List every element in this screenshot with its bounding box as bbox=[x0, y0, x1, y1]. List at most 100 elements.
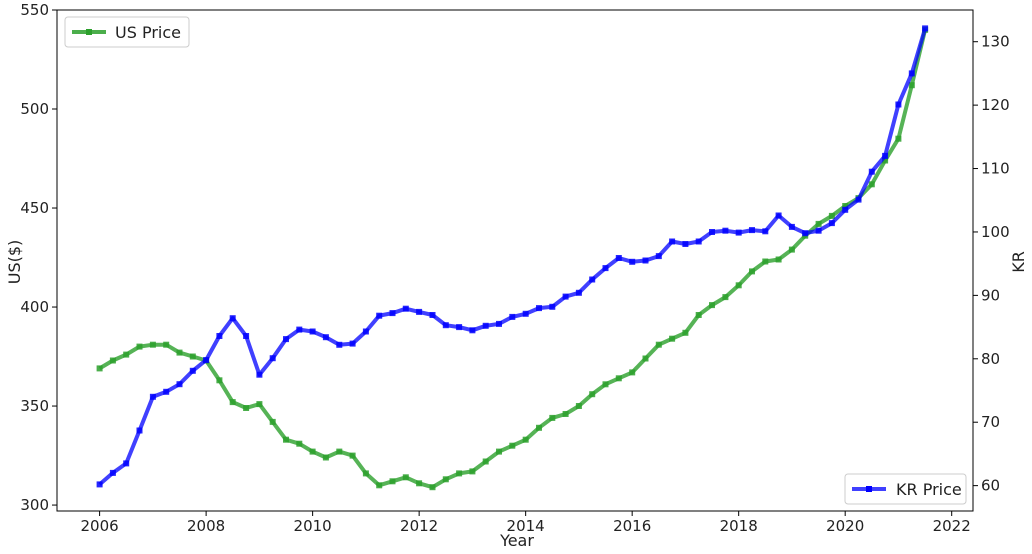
data-point-kr-price bbox=[229, 315, 236, 322]
data-point-us-price bbox=[655, 341, 662, 348]
data-point-kr-price bbox=[256, 371, 263, 378]
data-point-us-price bbox=[429, 484, 436, 491]
series-line-us-price bbox=[98, 29, 928, 490]
right-axis-title: KR bbox=[1009, 251, 1028, 273]
data-point-us-price bbox=[376, 482, 383, 489]
data-point-us-price bbox=[109, 357, 116, 364]
data-point-us-price bbox=[389, 478, 396, 485]
right-tick-label: 130 bbox=[981, 33, 1010, 51]
data-point-kr-price bbox=[163, 388, 170, 395]
data-point-kr-price bbox=[509, 313, 516, 320]
data-point-us-price bbox=[96, 365, 103, 372]
data-point-kr-price bbox=[442, 322, 449, 329]
data-point-us-price bbox=[868, 181, 875, 188]
right-tick-label: 100 bbox=[981, 223, 1010, 241]
data-point-kr-price bbox=[456, 324, 463, 331]
data-point-kr-price bbox=[109, 469, 116, 476]
data-point-us-price bbox=[602, 381, 609, 388]
data-point-kr-price bbox=[269, 355, 276, 362]
data-point-kr-price bbox=[908, 70, 915, 77]
data-point-us-price bbox=[522, 436, 529, 443]
data-point-kr-price bbox=[802, 230, 809, 237]
right-axis: 60 70 80 90 100 110 120 130 bbox=[973, 33, 1010, 495]
x-tick-label: 2006 bbox=[81, 517, 119, 535]
data-point-us-price bbox=[629, 369, 636, 376]
data-point-kr-price bbox=[735, 229, 742, 236]
data-point-us-price bbox=[296, 440, 303, 447]
x-tick-label: 2014 bbox=[507, 517, 545, 535]
data-point-us-price bbox=[749, 268, 755, 275]
data-point-us-price bbox=[136, 343, 143, 350]
data-point-kr-price bbox=[309, 328, 316, 335]
right-tick-label: 110 bbox=[981, 160, 1010, 178]
x-axis-title: Year bbox=[499, 531, 534, 550]
data-point-us-price bbox=[815, 220, 822, 227]
data-point-kr-price bbox=[496, 320, 502, 327]
data-point-us-price bbox=[216, 377, 223, 384]
legend-kr-box bbox=[844, 473, 967, 505]
plot-frame bbox=[56, 9, 974, 512]
data-point-kr-price bbox=[96, 481, 103, 488]
data-point-us-price bbox=[149, 341, 156, 348]
data-point-us-price bbox=[176, 349, 183, 356]
data-point-us-price bbox=[269, 418, 276, 425]
data-point-us-price bbox=[243, 405, 250, 411]
legend-us-box bbox=[64, 16, 190, 48]
x-tick-label: 2012 bbox=[400, 517, 438, 535]
legend-kr-label: KR Price bbox=[896, 480, 962, 499]
data-point-us-price bbox=[349, 452, 356, 459]
x-tick-label: 2016 bbox=[613, 517, 651, 535]
left-tick-label: 550 bbox=[20, 1, 49, 19]
left-tick-label: 350 bbox=[20, 397, 49, 415]
left-tick-label: 500 bbox=[20, 100, 49, 118]
data-point-us-price bbox=[908, 82, 915, 89]
data-point-kr-price bbox=[469, 327, 476, 334]
data-point-kr-price bbox=[149, 393, 156, 400]
data-point-us-price bbox=[322, 454, 329, 461]
data-point-kr-price bbox=[402, 305, 409, 312]
data-point-kr-price bbox=[922, 25, 929, 32]
data-point-kr-price bbox=[775, 212, 782, 219]
data-point-kr-price bbox=[575, 289, 582, 296]
data-point-kr-price bbox=[349, 340, 356, 347]
data-point-us-price bbox=[549, 414, 556, 421]
data-point-kr-price bbox=[815, 227, 822, 234]
data-point-kr-price bbox=[123, 460, 130, 467]
data-point-kr-price bbox=[189, 367, 196, 374]
data-point-us-price bbox=[695, 312, 702, 318]
data-point-kr-price bbox=[642, 257, 649, 264]
data-point-kr-price bbox=[136, 427, 143, 434]
data-point-us-price bbox=[229, 399, 236, 406]
right-tick-label: 90 bbox=[981, 286, 1000, 304]
data-point-kr-price bbox=[695, 238, 702, 245]
x-tick-label: 2022 bbox=[933, 517, 971, 535]
data-point-kr-price bbox=[549, 303, 556, 310]
data-point-us-price bbox=[735, 282, 742, 289]
legend-us: US Price bbox=[64, 16, 190, 48]
series-us-price bbox=[96, 26, 929, 491]
data-point-us-price bbox=[123, 351, 130, 358]
data-point-us-price bbox=[828, 212, 835, 219]
left-tick-label: 450 bbox=[20, 199, 49, 217]
legend-us-marker bbox=[86, 29, 92, 35]
data-point-kr-price bbox=[376, 312, 383, 319]
data-point-kr-price bbox=[762, 228, 769, 235]
x-axis: 2006 2008 2010 2012 2014 2016 2018 2020 2022 bbox=[81, 511, 971, 535]
data-point-us-price bbox=[536, 424, 542, 431]
data-point-kr-price bbox=[722, 227, 729, 234]
data-point-kr-price bbox=[416, 308, 423, 315]
data-point-us-price bbox=[469, 468, 476, 475]
series-line-kr-price bbox=[98, 27, 928, 486]
data-point-us-price bbox=[416, 480, 423, 487]
data-point-kr-price bbox=[429, 312, 436, 318]
data-point-us-price bbox=[762, 258, 769, 265]
data-point-us-price bbox=[882, 157, 889, 164]
data-point-kr-price bbox=[336, 341, 343, 348]
series-layer bbox=[96, 25, 929, 491]
data-point-kr-price bbox=[589, 276, 596, 283]
data-point-kr-price bbox=[522, 310, 529, 317]
data-point-us-price bbox=[402, 474, 409, 481]
data-point-kr-price bbox=[216, 333, 223, 339]
data-point-us-price bbox=[615, 375, 622, 382]
data-point-kr-price bbox=[882, 152, 889, 159]
